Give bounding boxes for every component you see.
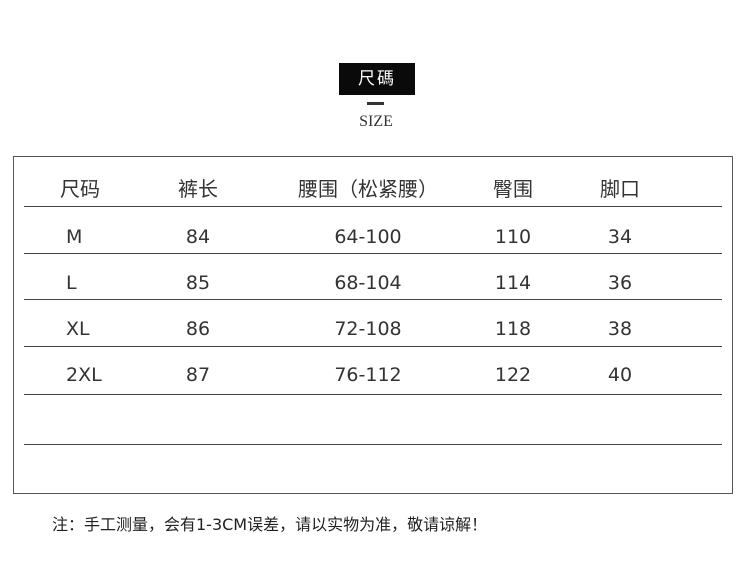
size-table [13,156,733,494]
cell-length: 84 [185,226,211,248]
header-hip: 臀围 [493,177,533,201]
cell-hip: 118 [494,318,532,340]
row-divider [24,444,722,445]
row-divider [24,253,722,254]
header-size: 尺码 [60,177,100,201]
cell-hip: 122 [494,364,532,386]
header-length: 裤长 [178,177,218,201]
cell-size: M [66,226,83,248]
cell-hem: 34 [607,226,633,248]
row-divider [24,346,722,347]
cell-hem: 36 [607,272,633,294]
cell-size: XL [66,318,90,340]
measurement-note: 注：手工测量，会有1-3CM误差，请以实物为准，敬请谅解！ [52,515,488,534]
cell-waist: 72-108 [334,318,402,340]
cell-length: 87 [185,364,211,386]
subtitle: SIZE [359,113,393,130]
cell-hem: 40 [607,364,633,386]
cell-waist: 68-104 [334,272,402,294]
cell-length: 85 [185,272,211,294]
cell-hip: 110 [494,226,532,248]
cell-size: 2XL [66,364,102,386]
header-hem: 脚口 [600,177,640,201]
row-divider [24,299,722,300]
header-waist: 腰围（松紧腰） [298,177,438,201]
cell-length: 86 [185,318,211,340]
cell-hem: 38 [607,318,633,340]
title-badge: 尺碼 [339,63,415,95]
cell-waist: 64-100 [334,226,402,248]
cell-hip: 114 [494,272,532,294]
row-divider [24,394,722,395]
cell-size: L [66,272,77,294]
cell-waist: 76-112 [334,364,402,386]
title-divider [367,102,384,105]
header-divider [24,206,722,207]
